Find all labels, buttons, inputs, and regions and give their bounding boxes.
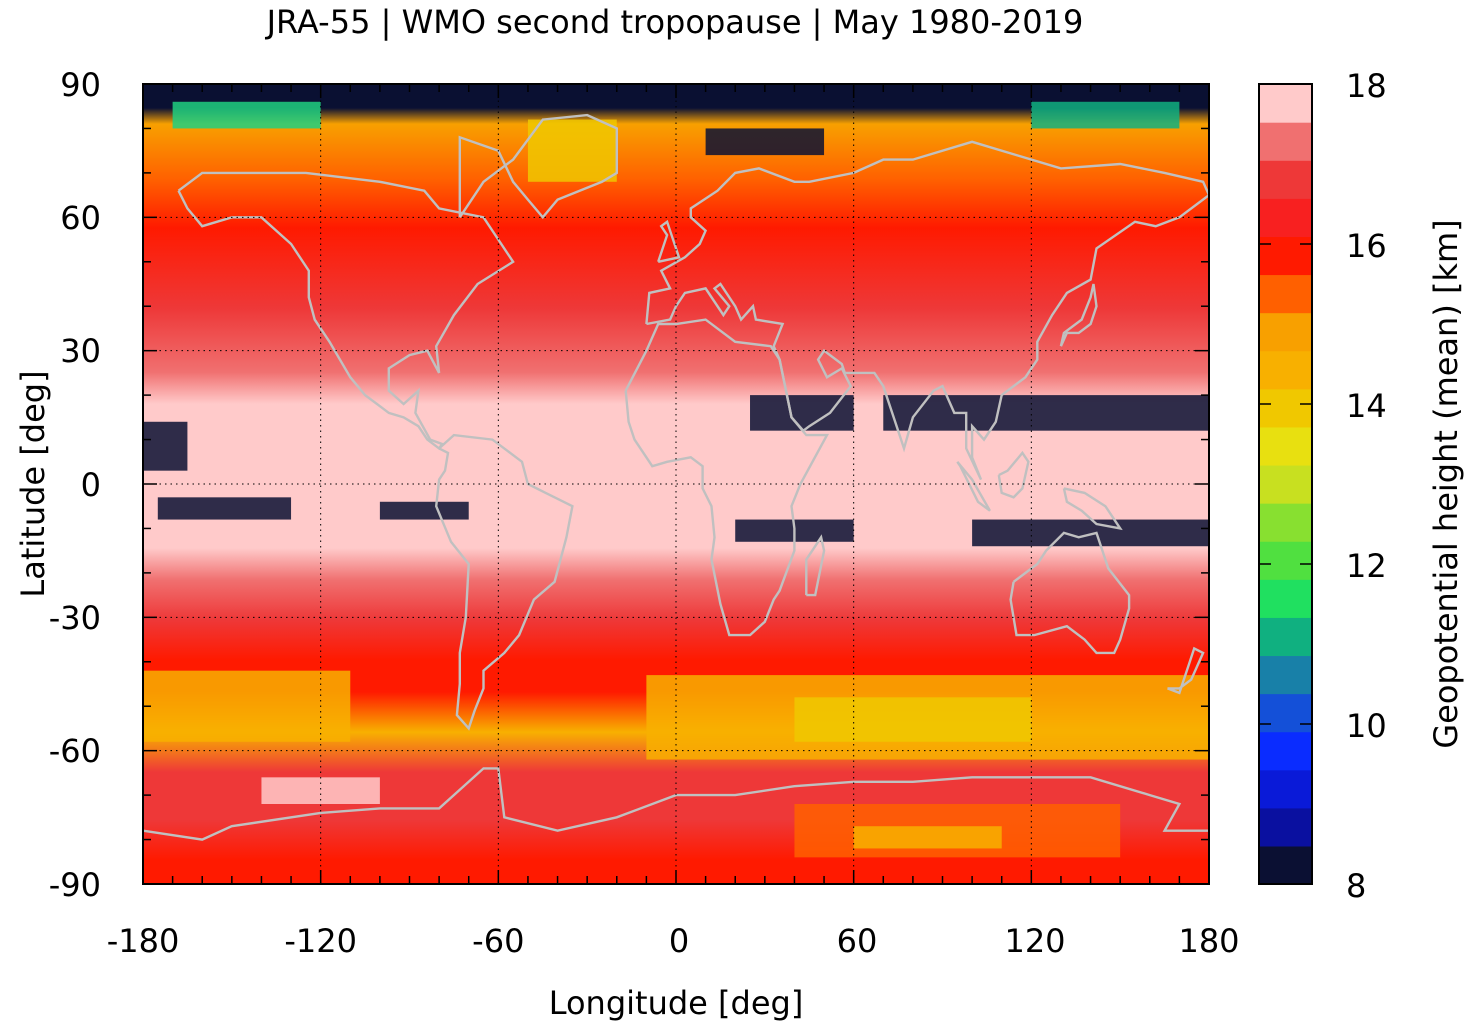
colorbar-cell — [1259, 312, 1312, 352]
coastline — [805, 534, 826, 597]
colorbar-cell — [1259, 122, 1312, 161]
heatmap-patch — [794, 697, 1032, 742]
x-tick-label: 0 — [669, 922, 689, 960]
coastline — [177, 171, 515, 451]
heatmap-patch — [972, 519, 1209, 547]
colorbar-tick-label: 8 — [1346, 867, 1366, 905]
colorbar-cell — [1259, 464, 1312, 504]
colorbar-cells — [1259, 84, 1312, 885]
coastline — [434, 433, 574, 731]
colorbar-cell — [1259, 274, 1312, 314]
coastline — [657, 219, 681, 263]
colorbar-cell — [1259, 236, 1312, 276]
colorbar-cell — [1259, 426, 1312, 466]
coastline — [1167, 646, 1205, 695]
tick-marks — [142, 83, 1210, 885]
colorbar: 18 16 14 12 10 8 Geopotential height (me… — [1258, 67, 1465, 905]
colorbar-tick-label: 10 — [1346, 707, 1387, 745]
heatmap-patch — [527, 119, 617, 182]
x-tick-label: 60 — [837, 922, 878, 960]
colorbar-cell — [1259, 503, 1312, 542]
coastline — [1059, 283, 1098, 347]
colorbar-frame — [1258, 83, 1313, 885]
coastline — [645, 140, 1209, 481]
heatmap-patch — [883, 395, 1209, 431]
coastline — [956, 461, 991, 512]
colorbar-tick-label: 12 — [1346, 547, 1387, 585]
coastline — [624, 318, 830, 637]
x-tick-label: -60 — [472, 922, 524, 960]
x-tick-label: 120 — [1004, 922, 1065, 960]
colorbar-tick-marks — [1259, 83, 1312, 885]
heatmap-patch — [750, 395, 854, 431]
coastline — [143, 767, 1209, 841]
y-tick-label: -30 — [49, 599, 101, 637]
y-tick-label: 30 — [60, 332, 101, 370]
y-tick-label: 0 — [81, 466, 101, 504]
heatmap-patch — [379, 501, 469, 520]
colorbar-cell — [1259, 198, 1312, 237]
colorbar-cell — [1259, 350, 1312, 390]
colorbar-cell — [1259, 160, 1312, 199]
heatmap-features — [143, 84, 1209, 858]
coastlines — [143, 113, 1209, 841]
heatmap-patch — [1031, 101, 1180, 129]
x-tick-label: -120 — [284, 922, 357, 960]
colorbar-tick-label: 18 — [1346, 67, 1387, 105]
y-tick-label: -60 — [49, 732, 101, 770]
x-tick-labels: -180 -120 -60 0 60 120 180 — [107, 922, 1240, 960]
heatmap-patch — [143, 670, 351, 742]
colorbar-cell — [1259, 807, 1312, 847]
y-axis-title: Latitude [deg] — [14, 370, 52, 597]
colorbar-cell — [1259, 655, 1312, 695]
grid-lines — [143, 84, 1209, 884]
colorbar-cell — [1259, 84, 1312, 123]
colorbar-cell — [1259, 693, 1312, 733]
heatmap-patch — [172, 101, 321, 129]
colorbar-cell — [1259, 541, 1312, 580]
colorbar-cell — [1259, 769, 1312, 809]
colorbar-cell — [1259, 845, 1312, 885]
chart-title: JRA-55 | WMO second tropopause | May 198… — [265, 3, 1084, 41]
x-tick-label: 180 — [1178, 922, 1239, 960]
colorbar-title: Geopotential height (mean) [km] — [1427, 219, 1465, 748]
heatmap-patch — [705, 128, 825, 156]
colorbar-cell — [1259, 731, 1312, 771]
x-axis-title: Longitude [deg] — [549, 984, 804, 1022]
colorbar-cell — [1259, 388, 1312, 428]
coastline — [1062, 487, 1123, 531]
y-tick-label: -90 — [49, 866, 101, 904]
coastline — [458, 113, 618, 220]
heatmap-patch — [853, 826, 1002, 849]
heatmap-patch — [143, 421, 188, 471]
x-tick-label: -180 — [107, 922, 180, 960]
colorbar-cell — [1259, 617, 1312, 657]
colorbar-tick-label: 16 — [1346, 227, 1387, 265]
heatmap-patch — [157, 497, 292, 520]
y-tick-label: 90 — [60, 66, 101, 104]
y-tick-labels: 90 60 30 0 -30 -60 -90 — [49, 66, 101, 904]
colorbar-cell — [1259, 579, 1312, 618]
y-tick-label: 60 — [60, 199, 101, 237]
colorbar-tick-label: 14 — [1346, 387, 1387, 425]
coastline — [997, 450, 1030, 499]
